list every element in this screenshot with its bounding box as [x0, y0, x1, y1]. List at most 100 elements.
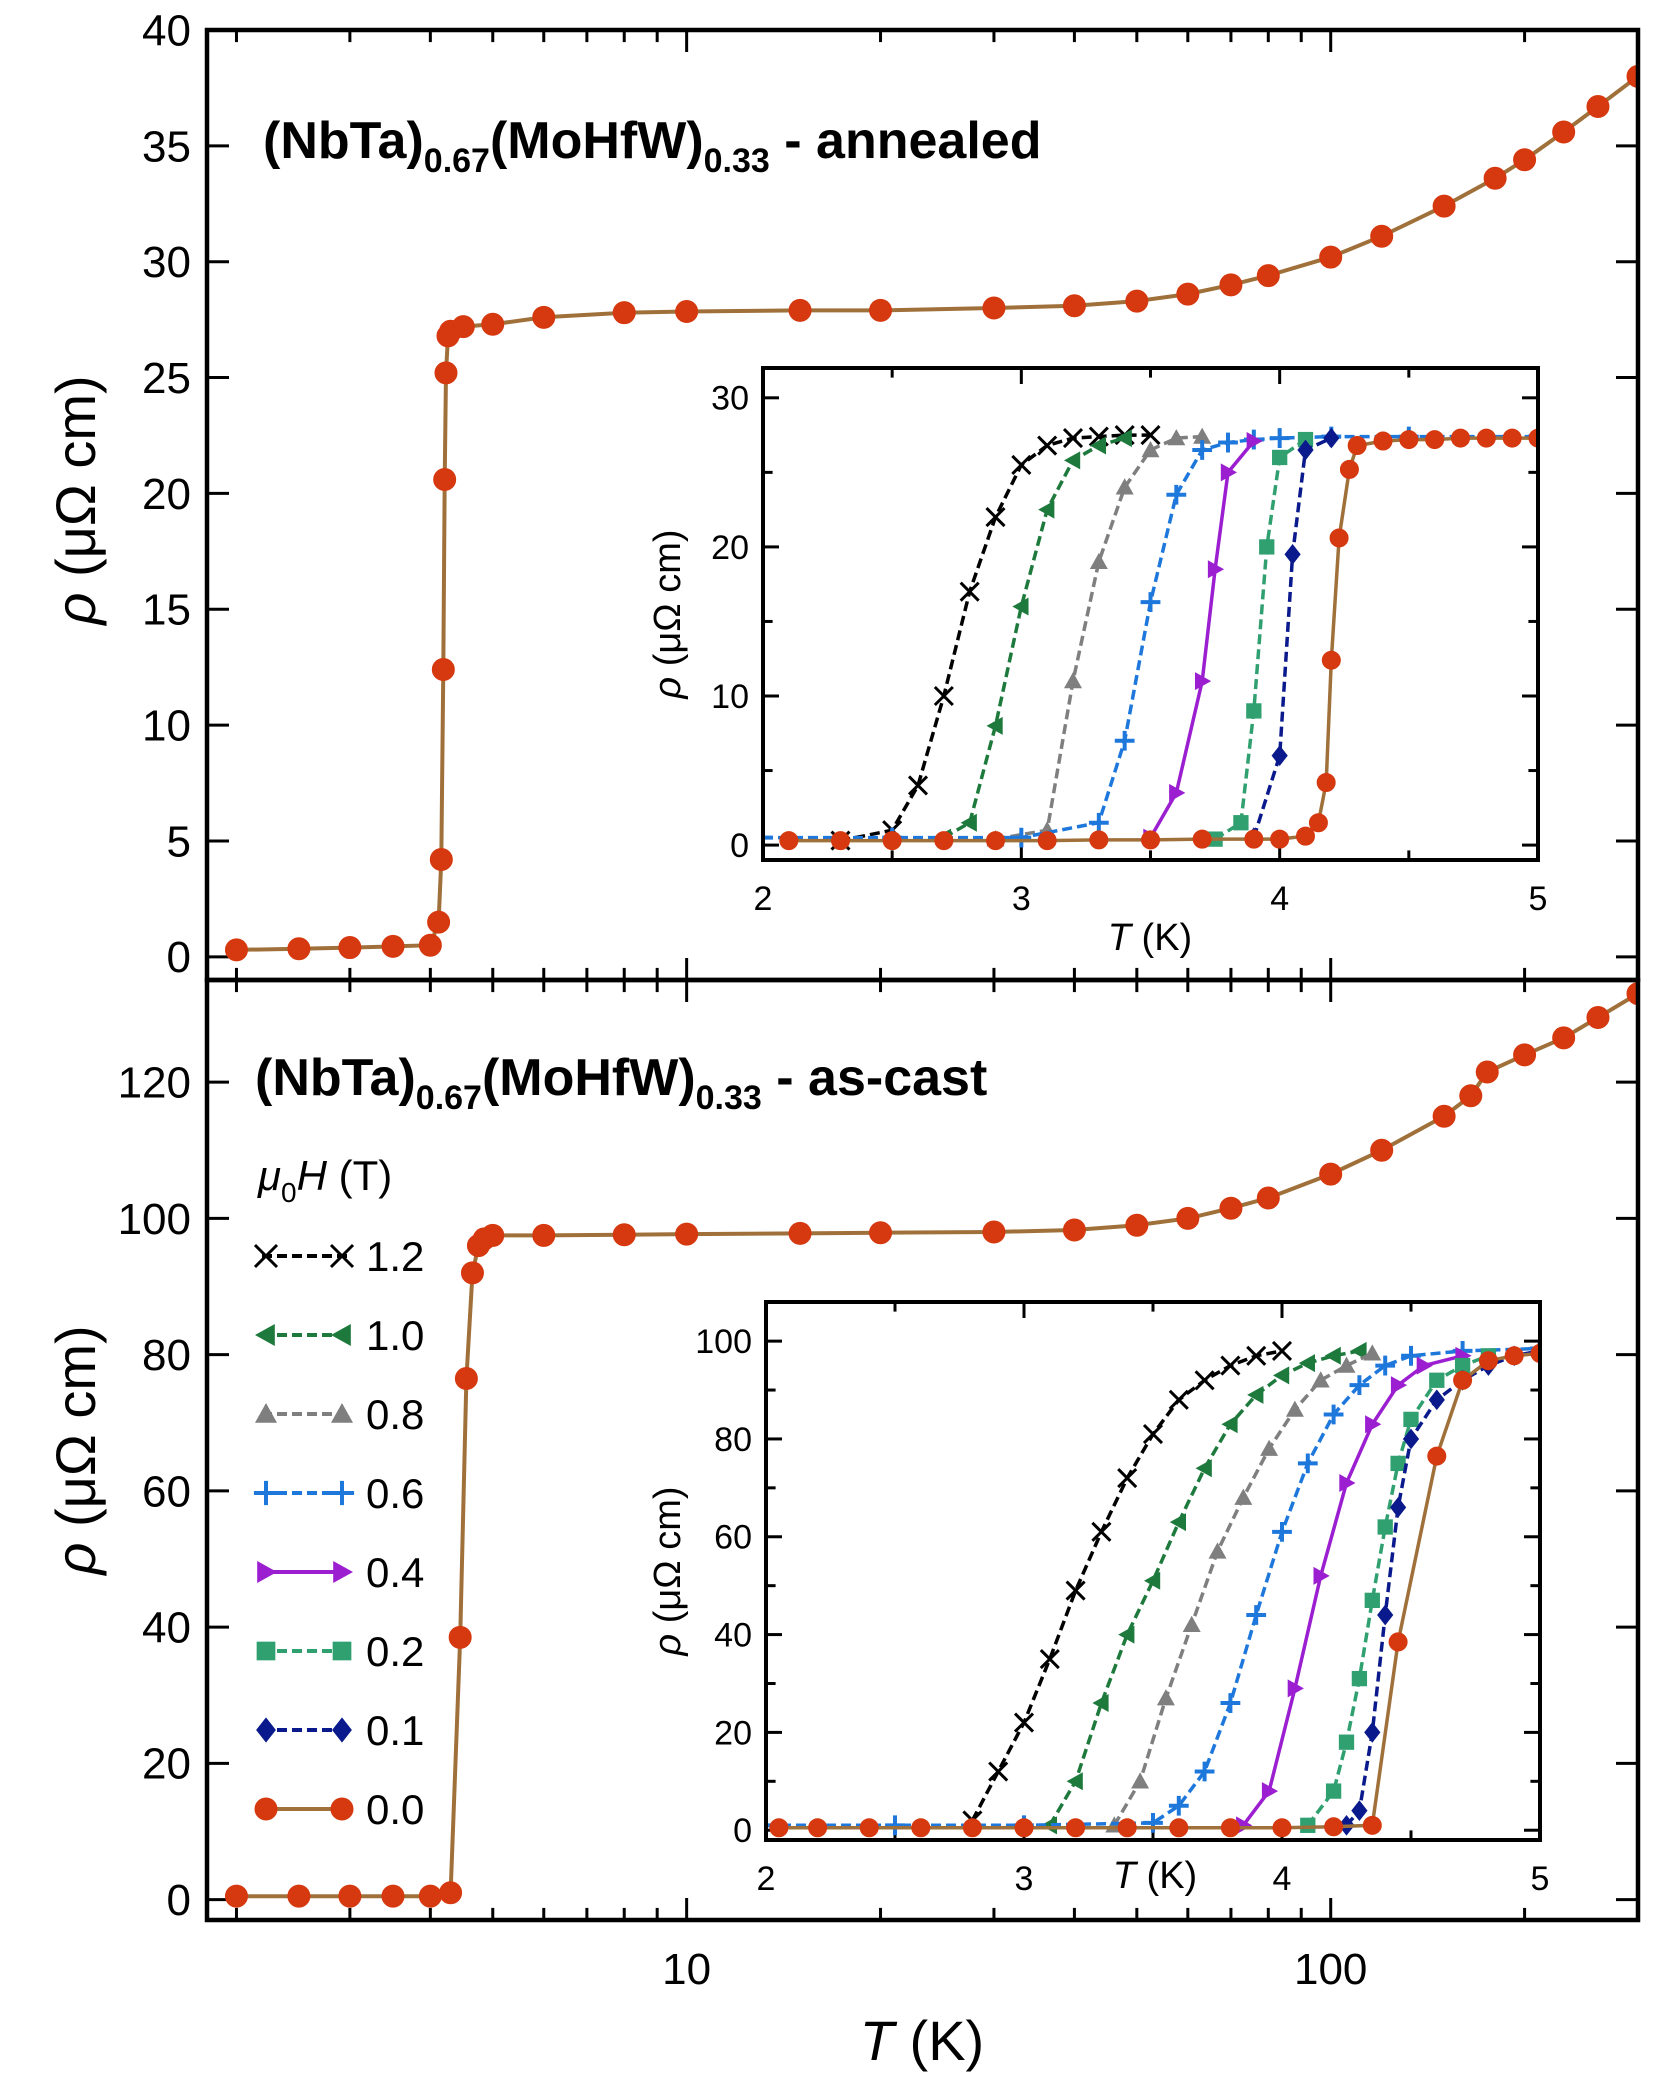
- legend-label: 1.2: [366, 1233, 424, 1280]
- data-point: [1040, 1816, 1057, 1835]
- bottom-inset-y-axis-title: ρ (μΩ cm): [647, 1486, 689, 1656]
- data-point: [1429, 1372, 1445, 1388]
- data-point: [1013, 1712, 1035, 1733]
- data-point: [1297, 439, 1314, 461]
- data-point: [1347, 436, 1367, 456]
- data-point: [1432, 1104, 1456, 1128]
- legend-marker: [253, 1243, 279, 1269]
- data-point: [1169, 1818, 1189, 1838]
- data-point: [986, 831, 1005, 851]
- y-tick-label: 20: [714, 1714, 752, 1752]
- data-point: [1552, 1026, 1576, 1050]
- series-line-0-4: [1241, 1354, 1464, 1827]
- data-point: [1325, 1783, 1342, 1799]
- data-point: [1256, 264, 1280, 288]
- data-point: [287, 1884, 311, 1908]
- data-point: [1272, 449, 1288, 466]
- y-tick-label: 10: [142, 702, 191, 751]
- data-point: [434, 361, 458, 385]
- data-point: [859, 1818, 879, 1838]
- data-point: [1313, 1566, 1330, 1585]
- data-point: [986, 716, 1003, 735]
- data-point: [1092, 1694, 1109, 1713]
- legend-entry-1-0: 1.0: [255, 1312, 424, 1359]
- data-point: [1528, 428, 1538, 448]
- y-tick-label: 100: [695, 1323, 752, 1361]
- data-point: [427, 910, 451, 934]
- data-point: [1220, 1693, 1241, 1713]
- top-inset-y-axis-title: ρ (μΩ cm): [647, 529, 689, 699]
- x-tick-label: 5: [1529, 880, 1548, 918]
- data-point: [1323, 427, 1340, 449]
- data-point: [1324, 1346, 1341, 1365]
- x-tick-label: 100: [1294, 1945, 1367, 1994]
- x-tick-label: 4: [1273, 1860, 1292, 1898]
- data-point: [1037, 435, 1058, 456]
- data-point: [1377, 1604, 1394, 1626]
- y-tick-label: 80: [142, 1331, 191, 1380]
- data-point: [1363, 1344, 1382, 1361]
- data-point: [1221, 1415, 1238, 1434]
- data-point: [1207, 560, 1225, 579]
- data-point: [1118, 1625, 1135, 1644]
- data-point: [1390, 1376, 1408, 1395]
- plot-area: [766, 1338, 1540, 1838]
- y-tick-label: 0: [167, 933, 191, 982]
- data-point: [1373, 431, 1393, 451]
- data-point: [1256, 1186, 1280, 1210]
- data-point: [1483, 166, 1507, 190]
- data-point: [882, 831, 902, 851]
- data-point: [1194, 672, 1212, 691]
- data-point: [1088, 812, 1109, 833]
- data-point: [1453, 1370, 1473, 1390]
- data-point: [1349, 1375, 1370, 1396]
- data-point: [224, 938, 248, 962]
- data-point: [1062, 428, 1084, 449]
- data-point: [1039, 1648, 1060, 1670]
- data-point: [1246, 703, 1262, 719]
- bottom-x-axis-title: T (K): [860, 2009, 984, 2072]
- data-point: [612, 1223, 636, 1247]
- data-point: [1192, 440, 1213, 460]
- data-point: [1167, 429, 1186, 446]
- data-point: [1375, 1355, 1396, 1376]
- data-point: [433, 468, 457, 492]
- data-point: [1065, 1580, 1086, 1601]
- data-point: [1287, 1679, 1304, 1698]
- data-point: [1089, 436, 1107, 455]
- data-point: [1141, 830, 1160, 850]
- data-point: [1513, 148, 1537, 172]
- legend-label: 0.1: [366, 1707, 424, 1754]
- data-point: [1425, 430, 1445, 450]
- y-tick-label: 35: [142, 122, 191, 171]
- y-tick-label: 40: [714, 1616, 752, 1654]
- data-point: [985, 507, 1006, 528]
- x-tick-label: 2: [754, 880, 773, 918]
- data-point: [418, 1884, 442, 1908]
- data-point: [907, 775, 929, 796]
- data-point: [1062, 294, 1086, 318]
- data-point: [1066, 1818, 1086, 1838]
- data-point: [1220, 463, 1237, 482]
- plot-area: [763, 425, 1538, 851]
- data-point: [788, 1221, 812, 1245]
- plot-area: [224, 64, 1638, 962]
- data-point: [1168, 1389, 1189, 1410]
- data-point: [1176, 1206, 1200, 1230]
- plot-frame: [761, 366, 1540, 862]
- plot-frame: [204, 977, 1641, 1923]
- data-point: [675, 300, 699, 324]
- data-point: [338, 936, 362, 960]
- plot-frame: [764, 1300, 1542, 1842]
- data-point: [831, 831, 850, 851]
- data-point: [1338, 1734, 1355, 1750]
- legend-entry-0-8: 0.8: [255, 1391, 424, 1438]
- data-point: [1219, 1196, 1243, 1220]
- legend-marker: [331, 1324, 351, 1346]
- y-tick-label: 30: [711, 380, 749, 418]
- data-point: [1115, 429, 1132, 448]
- data-point: [1218, 432, 1238, 453]
- data-point: [1377, 1519, 1393, 1535]
- legend-marker: [255, 1324, 275, 1346]
- data-point: [1125, 1213, 1149, 1237]
